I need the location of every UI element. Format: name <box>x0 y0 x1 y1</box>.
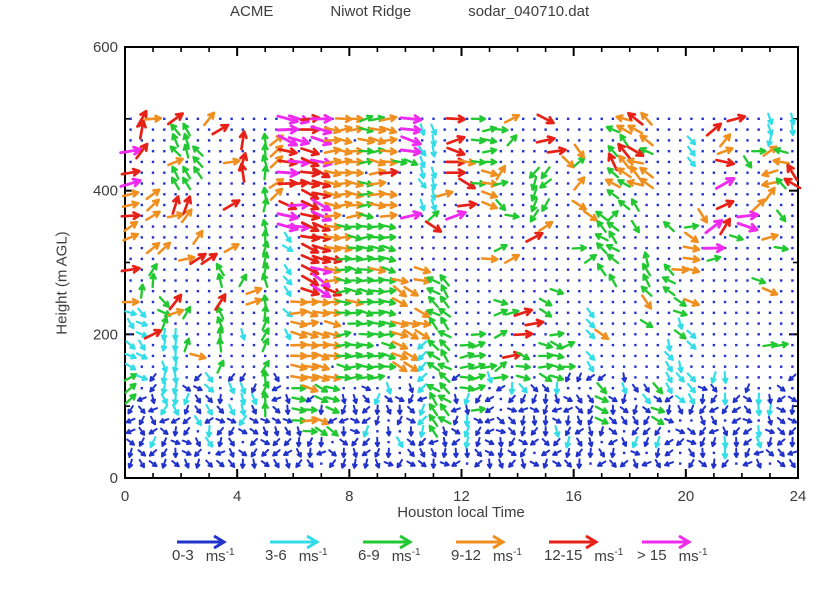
svg-text:200: 200 <box>93 326 118 343</box>
axis-ticks <box>124 46 799 479</box>
legend-range-label: 0-3 <box>172 547 194 564</box>
legend-item: > 15 ms-1 <box>637 534 723 565</box>
legend-unit-label: ms-1 <box>298 547 328 565</box>
x-axis-title: Houston local Time <box>397 504 525 521</box>
svg-text:24: 24 <box>790 488 807 505</box>
y-axis-title: Height (m AGL) <box>53 231 71 335</box>
svg-text:4: 4 <box>233 488 241 505</box>
legend-arrow-icon <box>456 534 506 549</box>
legend-range-label: > 15 <box>637 547 667 564</box>
wind-vectors <box>119 109 802 469</box>
legend-arrow-icon <box>549 534 599 549</box>
svg-text:12: 12 <box>453 488 470 505</box>
legend-unit-label: ms-1 <box>493 547 522 565</box>
svg-text:0: 0 <box>110 470 118 487</box>
plot-title: ACME Niwot Ridge sodar_040710.dat <box>230 3 589 20</box>
title-project: ACME <box>230 3 274 20</box>
legend-arrow-icon <box>363 534 413 549</box>
legend-unit-label: ms-1 <box>205 547 235 565</box>
legend-range-label: 6-9 <box>358 547 380 564</box>
legend-unit-label: ms-1 <box>594 547 624 565</box>
legend-item: 6-9 ms-1 <box>358 534 444 565</box>
svg-text:0: 0 <box>121 488 129 505</box>
legend-item: 12-15 ms-1 <box>544 534 630 565</box>
legend-item: 3-6 ms-1 <box>265 534 351 565</box>
legend-arrow-icon <box>642 534 692 549</box>
legend-item: 9-12 ms-1 <box>451 534 537 565</box>
svg-text:600: 600 <box>93 39 118 56</box>
legend: 0-3 ms-1 3-6 ms-1 6-9 ms-1 9-12 ms-1 12-15 ms-1 > … <box>172 534 723 565</box>
legend-arrow-icon <box>177 534 227 549</box>
legend-arrow-icon <box>270 534 320 549</box>
svg-text:8: 8 <box>345 488 353 505</box>
legend-range-label: 9-12 <box>451 547 482 564</box>
title-site: Niwot Ridge <box>330 3 412 20</box>
legend-range-label: 12-15 <box>544 547 583 564</box>
legend-item: 0-3 ms-1 <box>172 534 258 565</box>
title-filename: sodar_040710.dat <box>468 3 590 20</box>
legend-unit-label: ms-1 <box>678 547 708 565</box>
svg-text:16: 16 <box>565 488 582 505</box>
legend-unit-label: ms-1 <box>391 547 421 565</box>
legend-range-label: 3-6 <box>265 547 287 564</box>
svg-text:20: 20 <box>677 488 694 505</box>
plot-frame <box>124 46 799 479</box>
tick-labels: 0 4 8 12 16 20 24 0 200 400 600 <box>93 39 806 505</box>
missing-data-dots <box>129 117 794 465</box>
svg-text:400: 400 <box>93 183 118 200</box>
